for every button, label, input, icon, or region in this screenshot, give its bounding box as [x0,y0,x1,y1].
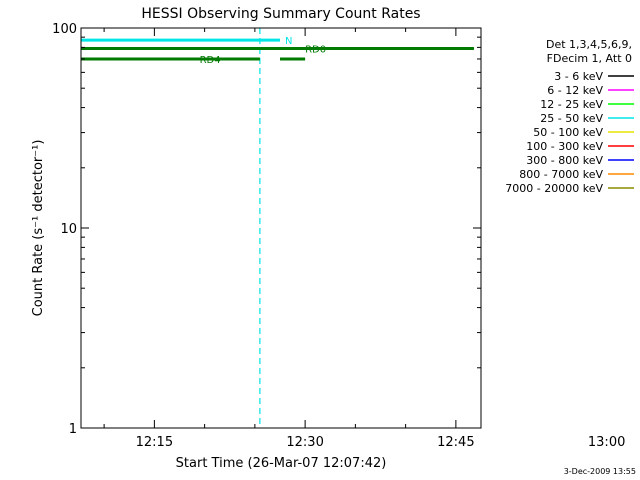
legend-entry-8: 800 - 7000 keV [519,168,603,181]
legend-entry-4: 25 - 50 keV [540,112,603,125]
legend: Det 1,3,4,5,6,9, FDecim 1, Att 0 3 - 6 k… [505,38,634,195]
series-line-1 [486,176,640,341]
x-tick-label-1: 12:15 [136,435,173,450]
y-tick-label-2: 10 [60,222,77,237]
series-line-9 [486,232,640,383]
x-tick-label-4: 13:00 [588,435,625,450]
legend-entry-6: 100 - 300 keV [526,140,603,153]
legend-entry-3: 12 - 25 keV [540,98,603,111]
y-axis-label: Count Rate (s⁻¹ detector⁻¹) [31,140,46,317]
footer-date: 3-Dec-2009 13:55 [564,467,636,476]
legend-entry-1: 3 - 6 keV [554,70,603,83]
legend-entry-9: 7000 - 20000 keV [505,182,603,195]
flag-label-rd4: RD4 [200,55,221,66]
plot-area: N RD0 RD4 [81,28,640,428]
flag-label-n: N [285,36,292,47]
flag-label-rd0: RD0 [305,44,326,55]
x-tick-label-2: 12:30 [286,435,323,450]
y-tick-label-1: 1 [69,422,77,437]
legend-header-1: Det 1,3,4,5,6,9, [546,38,632,51]
chart-title: HESSI Observing Summary Count Rates [141,6,420,22]
x-axis-label: Start Time (26-Mar-07 12:07:42) [176,456,387,471]
y-tick-label-3: 100 [52,22,77,37]
plot-frame [80,27,482,429]
y-axis: 1 10 100 [52,22,481,437]
legend-entry-7: 300 - 800 keV [526,154,603,167]
legend-entry-5: 50 - 100 keV [533,126,603,139]
legend-entry-2: 6 - 12 keV [547,84,603,97]
legend-header-2: FDecim 1, Att 0 [547,52,632,65]
x-tick-label-3: 12:45 [437,435,474,450]
